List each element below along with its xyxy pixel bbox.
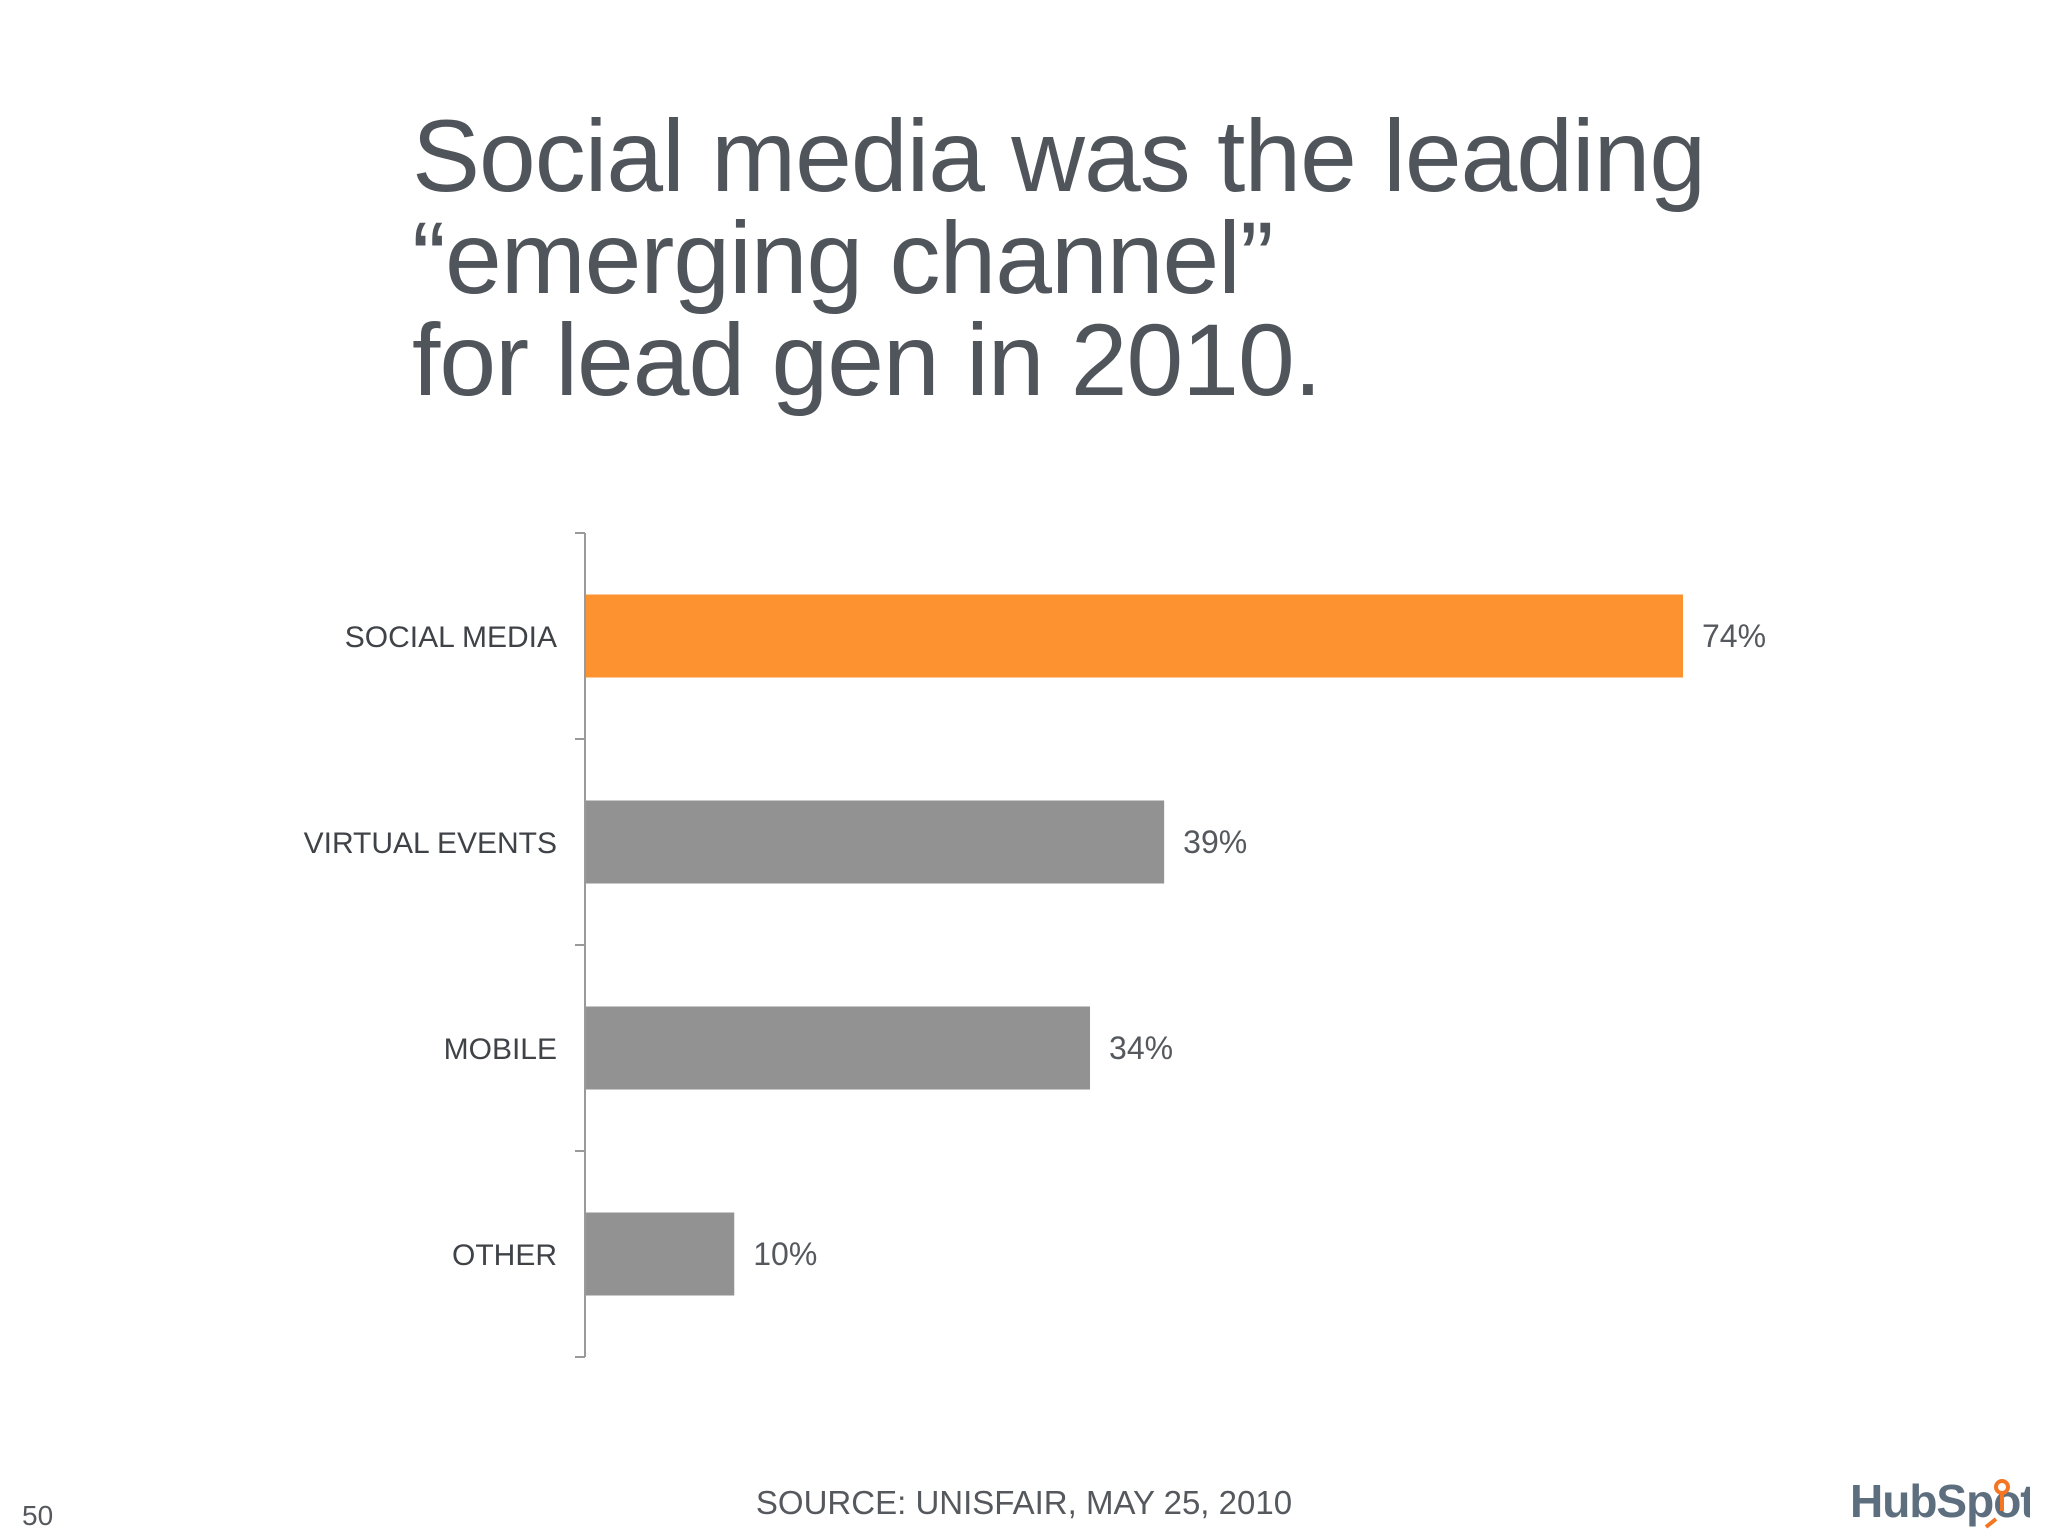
- title-line-1: Social media was the leading: [412, 99, 1706, 213]
- title-line-2: “emerging channel”: [412, 201, 1274, 315]
- bar-virtual-events: [586, 800, 1165, 884]
- bar-other: [586, 1212, 735, 1296]
- bar-social-media: [586, 594, 1683, 678]
- page-number: 50: [22, 1500, 54, 1531]
- category-label-mobile: MOBILE: [444, 1033, 557, 1066]
- source-note: SOURCE: UNISFAIR, MAY 25, 2010: [755, 1484, 1293, 1521]
- category-label-other: OTHER: [452, 1239, 557, 1272]
- bar-mobile: [586, 1006, 1091, 1090]
- hubspot-sprocket-icon: [1984, 1479, 2010, 1529]
- value-label-other: 10%: [753, 1236, 817, 1272]
- hubspot-logo: HubSpot: [1850, 1475, 2030, 1529]
- value-label-social-media: 74%: [1702, 618, 1766, 654]
- category-label-virtual-events: VIRTUAL EVENTS: [304, 827, 557, 860]
- category-label-social-media: SOCIAL MEDIA: [345, 621, 557, 654]
- value-label-virtual-events: 39%: [1183, 824, 1247, 860]
- slide-title: Social media was the leading “emerging c…: [412, 105, 1912, 411]
- title-line-3: for lead gen in 2010.: [412, 303, 1322, 417]
- value-label-mobile: 34%: [1109, 1030, 1173, 1066]
